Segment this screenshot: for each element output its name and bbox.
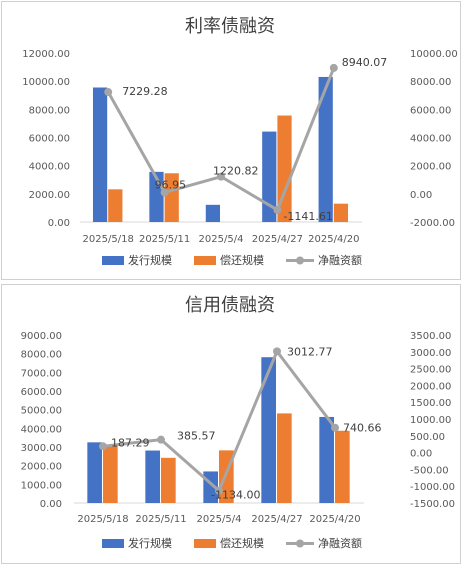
- y-left-tick-label: 2000.00: [21, 462, 62, 473]
- bar-repayment: [335, 430, 350, 503]
- y-right-tick-label: 0.00: [410, 449, 432, 460]
- y-right-tick-label: -2000.00: [410, 218, 455, 229]
- bar-repayment: [161, 457, 176, 503]
- point-net-financing: [215, 486, 223, 495]
- y-left-tick-label: 6000.00: [21, 387, 62, 398]
- data-label-net-financing: 3012.77: [287, 345, 333, 358]
- bar-issuance: [205, 204, 220, 222]
- chart-panel-credit: 信用债融资 0.00 1000.00 2000.00 3000.00 4000.00 500…: [1, 284, 461, 564]
- chart-title: 利率债融资: [185, 16, 275, 37]
- y-left-tick-label: 7000.00: [21, 368, 62, 379]
- bar-issuance: [92, 87, 108, 222]
- y-left-tick-label: 2000.00: [29, 190, 70, 201]
- bar-issuance: [318, 76, 333, 222]
- bar-repayment: [103, 445, 118, 503]
- y-left-tick-label: 8000.00: [29, 105, 70, 116]
- y-right-tick-label: -500.00: [410, 465, 449, 476]
- data-label-net-financing: 7229.28: [122, 85, 168, 98]
- y-left-tick-label: 3000.00: [21, 443, 62, 454]
- data-label-net-financing: 1220.82: [213, 165, 259, 178]
- y-right-tick-label: 0.00: [410, 190, 432, 201]
- x-tick-label: 2025/5/11: [139, 234, 190, 245]
- point-net-financing: [160, 188, 169, 197]
- y-left-tick-label: 6000.00: [29, 134, 70, 145]
- point-net-financing: [331, 423, 339, 432]
- y-right-tick-label: 8000.00: [410, 77, 451, 88]
- legend-label: 发行规模: [128, 253, 172, 267]
- point-net-financing: [157, 435, 165, 444]
- y-right-tick-label: -1000.00: [410, 482, 455, 493]
- y-right-tick-label: 3000.00: [410, 348, 451, 359]
- x-tick-label: 2025/4/27: [251, 514, 302, 525]
- x-tick-label: 2025/5/4: [197, 514, 242, 525]
- data-label-net-financing: -1134.00: [211, 489, 260, 502]
- y-right-tick-label: 2500.00: [410, 365, 451, 376]
- y-left-tick-label: 1000.00: [21, 480, 62, 491]
- x-tick-label: 2025/5/18: [77, 514, 128, 525]
- point-net-financing: [273, 347, 281, 356]
- bar-repayment: [277, 413, 292, 503]
- y-right-tick-label: 500.00: [410, 432, 445, 443]
- point-net-financing: [329, 63, 338, 72]
- legend-swatch: [102, 539, 124, 548]
- y-right-tick-label: 2000.00: [410, 381, 451, 392]
- bar-issuance: [145, 450, 160, 503]
- point-net-financing: [104, 88, 113, 97]
- bar-issuance: [262, 131, 277, 222]
- bar-repayment: [164, 173, 179, 222]
- legend-label: 净融资额: [318, 253, 362, 267]
- y-right-tick-label: -1500.00: [410, 499, 455, 510]
- legend-swatch: [194, 256, 216, 265]
- data-label-net-financing: -1141.61: [283, 210, 332, 223]
- data-label-net-financing: 740.66: [343, 422, 382, 435]
- y-left-tick-label: 4000.00: [29, 162, 70, 173]
- x-tick-label: 2025/4/27: [252, 234, 303, 245]
- legend-label: 净融资额: [318, 536, 362, 550]
- x-tick-label: 2025/5/18: [83, 234, 134, 245]
- data-label-net-financing: 96.95: [155, 178, 187, 191]
- point-net-financing: [273, 205, 282, 214]
- legend-marker: [296, 256, 304, 265]
- x-tick-label: 2025/4/20: [309, 514, 360, 525]
- x-tick-label: 2025/5/4: [199, 234, 244, 245]
- y-right-tick-label: 1500.00: [410, 398, 451, 409]
- legend-label: 偿还规模: [220, 536, 264, 550]
- bar-issuance: [87, 442, 102, 503]
- y-left-tick-label: 4000.00: [21, 424, 62, 435]
- legend-label: 偿还规模: [220, 253, 264, 267]
- y-left-tick-label: 0.00: [48, 218, 70, 229]
- y-right-tick-label: 2000.00: [410, 162, 451, 173]
- bar-repayment: [277, 115, 292, 222]
- chart-credit-svg: 信用债融资 0.00 1000.00 2000.00 3000.00 4000.00 500…: [21, 295, 455, 550]
- data-label-net-financing: 187.29: [111, 436, 150, 449]
- x-tick-label: 2025/5/11: [135, 514, 186, 525]
- y-left-tick-label: 0.00: [40, 499, 62, 510]
- y-left-tick-label: 5000.00: [21, 406, 62, 417]
- y-left-tick-label: 9000.00: [21, 331, 62, 342]
- data-label-net-financing: 385.57: [177, 430, 216, 443]
- y-left-tick-label: 8000.00: [21, 350, 62, 361]
- y-right-tick-label: 4000.00: [410, 134, 451, 145]
- y-left-tick-label: 12000.00: [22, 49, 70, 60]
- y-right-tick-label: 6000.00: [410, 105, 451, 116]
- y-right-tick-label: 1000.00: [410, 415, 451, 426]
- bar-issuance: [319, 416, 334, 503]
- chart-panel-rates: 利率债融资 0.00 2000.00 4000.00 6000.00 8000.00 100…: [1, 1, 461, 280]
- y-left-tick-label: 10000.00: [22, 77, 70, 88]
- legend-swatch: [194, 539, 216, 548]
- legend-marker: [296, 539, 304, 548]
- bar-repayment: [333, 203, 349, 222]
- point-net-financing: [99, 442, 107, 451]
- y-right-tick-label: 10000.00: [410, 49, 458, 60]
- point-net-financing: [217, 172, 225, 181]
- bar-repayment: [108, 189, 123, 222]
- x-tick-label: 2025/4/20: [308, 234, 359, 245]
- data-label-net-financing: 8940.07: [342, 56, 388, 69]
- bar-issuance: [261, 357, 276, 503]
- y-right-tick-label: 3500.00: [410, 331, 451, 342]
- legend-label: 发行规模: [128, 536, 172, 550]
- chart-title: 信用债融资: [185, 295, 275, 316]
- legend-swatch: [102, 256, 124, 265]
- chart-rates-svg: 利率债融资 0.00 2000.00 4000.00 6000.00 8000.00 100…: [22, 16, 458, 267]
